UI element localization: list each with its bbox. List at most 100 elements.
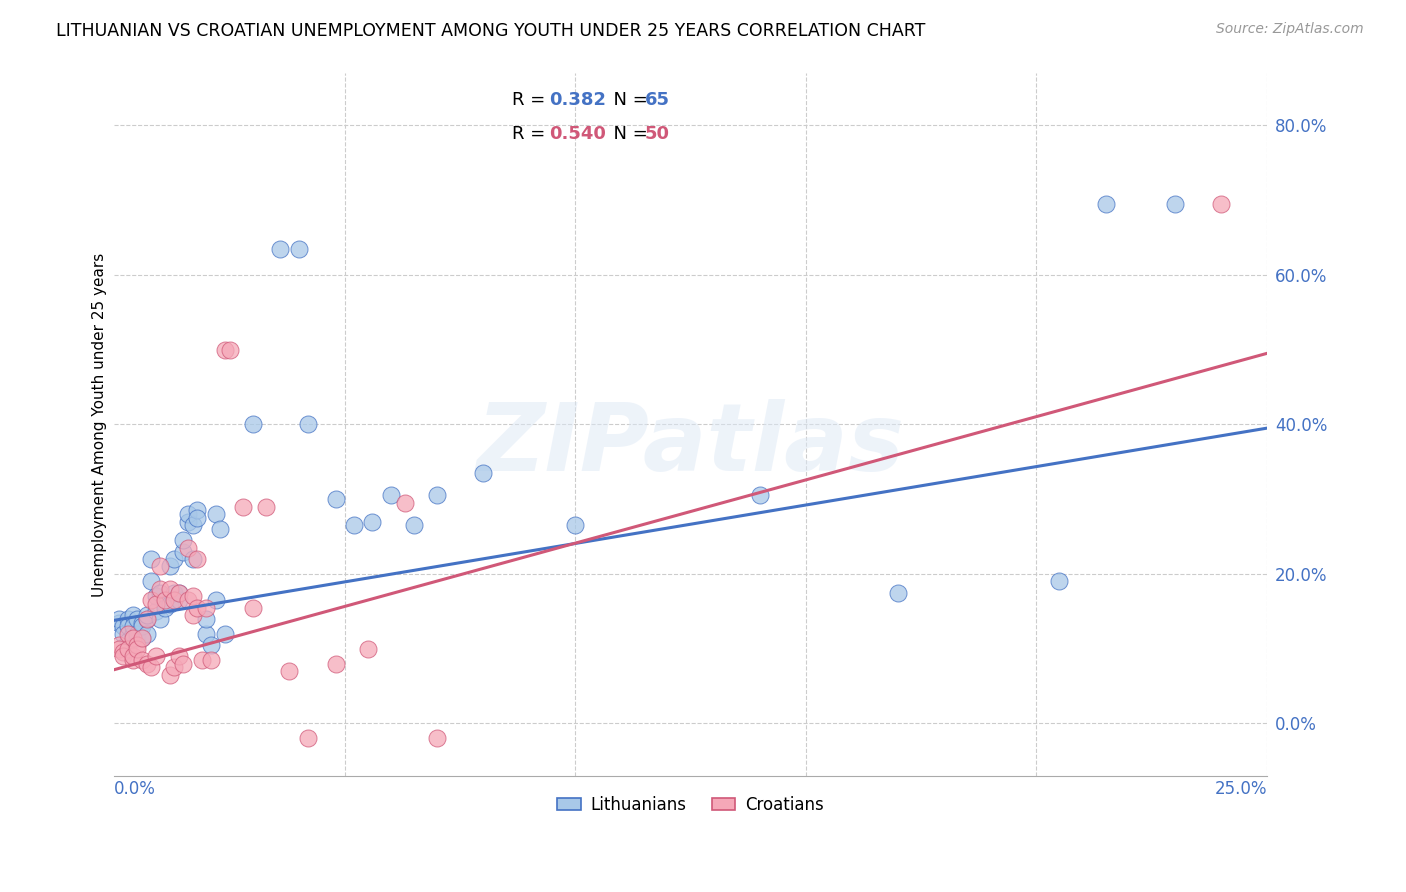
Point bbox=[163, 552, 186, 566]
Point bbox=[108, 641, 131, 656]
Point bbox=[117, 612, 139, 626]
Legend: Lithuanians, Croatians: Lithuanians, Croatians bbox=[551, 789, 831, 821]
Point bbox=[141, 552, 163, 566]
Point bbox=[117, 634, 139, 648]
Point bbox=[167, 649, 190, 664]
Point bbox=[195, 627, 218, 641]
Text: Source: ZipAtlas.com: Source: ZipAtlas.com bbox=[1216, 22, 1364, 37]
Point bbox=[167, 593, 190, 607]
Point bbox=[163, 593, 186, 607]
Text: 50: 50 bbox=[644, 125, 669, 143]
Point bbox=[108, 615, 131, 630]
Point bbox=[163, 585, 186, 599]
Point bbox=[204, 507, 226, 521]
Point bbox=[181, 590, 204, 604]
Point bbox=[218, 343, 240, 357]
Point bbox=[153, 600, 176, 615]
Point bbox=[163, 660, 186, 674]
Point bbox=[108, 638, 131, 652]
Point bbox=[278, 664, 301, 678]
Point bbox=[181, 552, 204, 566]
Point bbox=[887, 585, 910, 599]
Text: ZIPatlas: ZIPatlas bbox=[477, 400, 904, 491]
Point bbox=[121, 619, 143, 633]
Text: R =: R = bbox=[512, 91, 551, 109]
Point bbox=[186, 503, 208, 517]
Point bbox=[127, 631, 149, 645]
Text: R =: R = bbox=[512, 125, 551, 143]
Point bbox=[153, 597, 176, 611]
Point bbox=[242, 600, 264, 615]
Point bbox=[145, 649, 167, 664]
Point bbox=[112, 645, 135, 659]
Point bbox=[121, 653, 143, 667]
Point bbox=[159, 559, 181, 574]
Point bbox=[172, 544, 194, 558]
Point bbox=[172, 533, 194, 548]
Point bbox=[127, 641, 149, 656]
Point bbox=[172, 657, 194, 671]
Point bbox=[159, 582, 181, 596]
Text: 25.0%: 25.0% bbox=[1215, 780, 1267, 797]
Point bbox=[748, 488, 770, 502]
Point bbox=[177, 515, 200, 529]
Point bbox=[135, 612, 157, 626]
Point bbox=[117, 619, 139, 633]
Point bbox=[159, 597, 181, 611]
Point bbox=[117, 627, 139, 641]
Point bbox=[204, 593, 226, 607]
Point bbox=[153, 593, 176, 607]
Point bbox=[131, 631, 153, 645]
Point bbox=[1049, 574, 1071, 589]
Point bbox=[343, 518, 366, 533]
Point bbox=[131, 653, 153, 667]
Point bbox=[127, 612, 149, 626]
Point bbox=[131, 615, 153, 630]
Text: 0.540: 0.540 bbox=[548, 125, 606, 143]
Point bbox=[200, 638, 222, 652]
Text: 0.0%: 0.0% bbox=[114, 780, 156, 797]
Point bbox=[287, 242, 309, 256]
Point bbox=[325, 657, 347, 671]
Point bbox=[145, 590, 167, 604]
Point bbox=[167, 585, 190, 599]
Point bbox=[141, 593, 163, 607]
Point bbox=[135, 657, 157, 671]
Point bbox=[135, 608, 157, 623]
Point bbox=[149, 582, 172, 596]
Point bbox=[167, 585, 190, 599]
Point bbox=[145, 604, 167, 618]
Point bbox=[112, 627, 135, 641]
Point bbox=[564, 518, 586, 533]
Point bbox=[177, 541, 200, 555]
Point bbox=[131, 631, 153, 645]
Text: N =: N = bbox=[602, 91, 654, 109]
Point bbox=[402, 518, 425, 533]
Point bbox=[297, 417, 319, 432]
Point bbox=[1094, 197, 1116, 211]
Point bbox=[186, 511, 208, 525]
Point bbox=[131, 619, 153, 633]
Point bbox=[361, 515, 384, 529]
Point bbox=[254, 500, 277, 514]
Point bbox=[149, 612, 172, 626]
Point bbox=[186, 552, 208, 566]
Point bbox=[357, 641, 380, 656]
Point bbox=[121, 631, 143, 645]
Point bbox=[159, 668, 181, 682]
Point bbox=[149, 559, 172, 574]
Point bbox=[191, 653, 214, 667]
Point bbox=[127, 638, 149, 652]
Point bbox=[112, 649, 135, 664]
Text: 65: 65 bbox=[644, 91, 669, 109]
Point bbox=[112, 619, 135, 633]
Point bbox=[127, 627, 149, 641]
Point bbox=[141, 660, 163, 674]
Text: 0.382: 0.382 bbox=[548, 91, 606, 109]
Point bbox=[1163, 197, 1185, 211]
Point bbox=[394, 496, 416, 510]
Point bbox=[209, 522, 232, 536]
Point bbox=[426, 488, 449, 502]
Point bbox=[426, 731, 449, 746]
Point bbox=[108, 612, 131, 626]
